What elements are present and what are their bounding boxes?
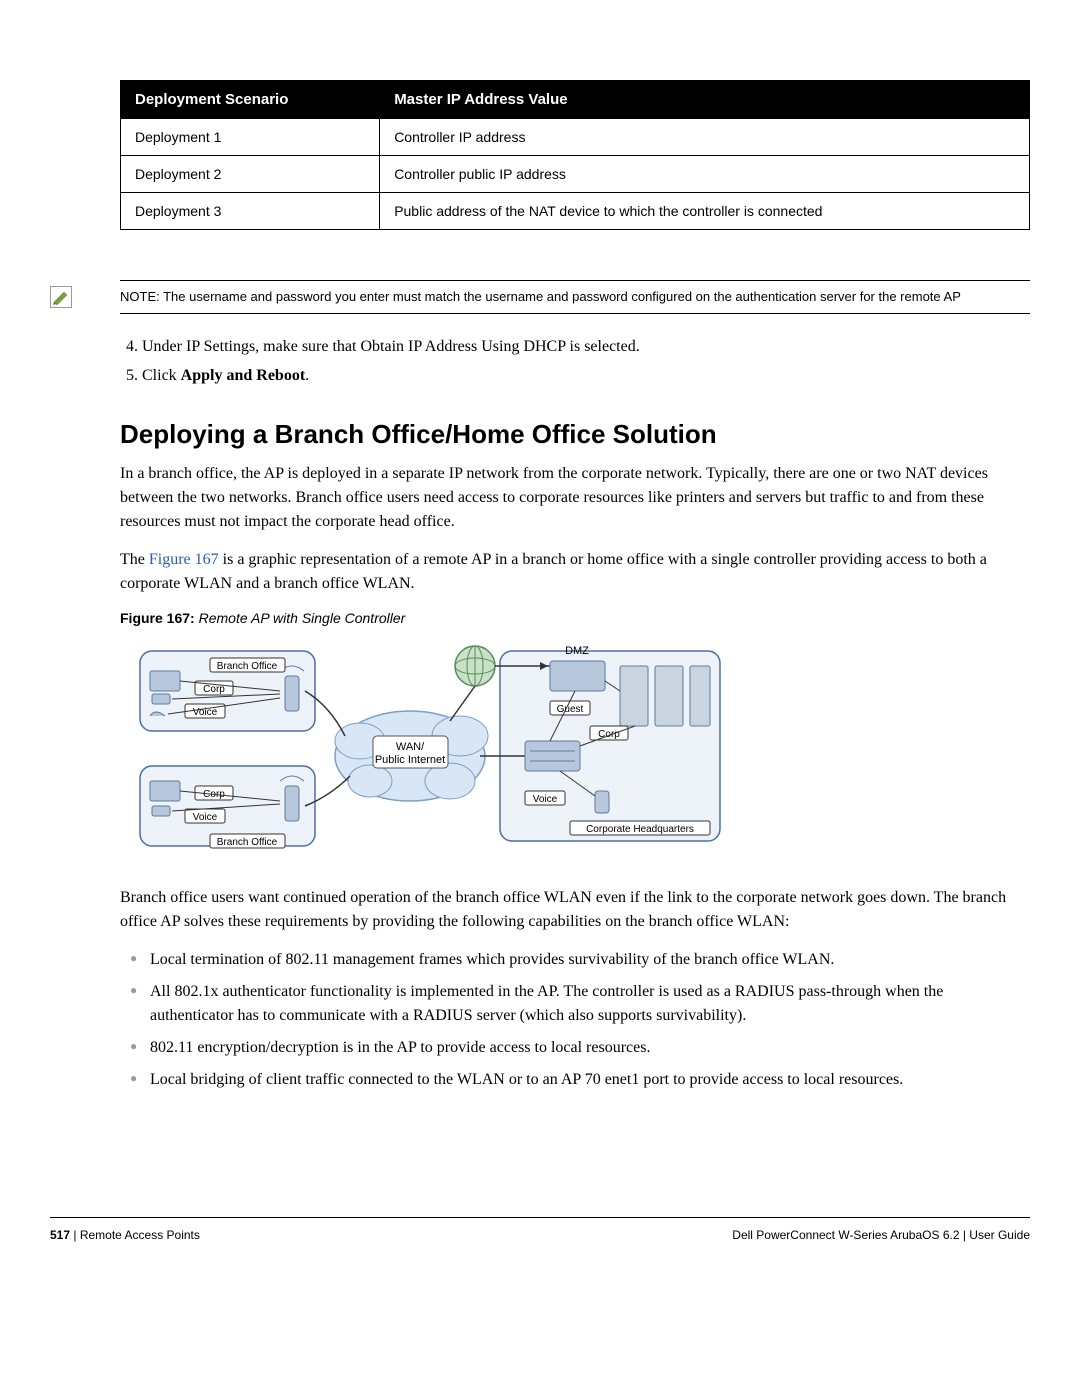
page-number: 517 bbox=[50, 1228, 70, 1242]
table-cell: Deployment 2 bbox=[121, 156, 380, 193]
table-row: Deployment 3 Public address of the NAT d… bbox=[121, 193, 1030, 230]
footer-left: 517 | Remote Access Points bbox=[50, 1228, 200, 1242]
figure-label: Figure 167: bbox=[120, 610, 195, 626]
table-cell: Deployment 1 bbox=[121, 119, 380, 156]
footer-doc: User Guide bbox=[969, 1228, 1030, 1242]
network-diagram: WAN/ Public Internet Branch Off bbox=[130, 636, 730, 866]
diagram-dmz-label: DMZ bbox=[565, 645, 589, 657]
figure-title: Remote AP with Single Controller bbox=[199, 610, 406, 626]
footer-section: Remote Access Points bbox=[80, 1228, 200, 1242]
step-bold: Apply and Reboot bbox=[181, 367, 305, 384]
diagram-wan-label: WAN/ bbox=[396, 741, 425, 753]
deployment-table: Deployment Scenario Master IP Address Va… bbox=[120, 80, 1030, 230]
diagram-internet-label: Public Internet bbox=[375, 754, 445, 766]
bullet-item: 802.11 encryption/decryption is in the A… bbox=[130, 1036, 1030, 1060]
footer-right: Dell PowerConnect W-Series ArubaOS 6.2 |… bbox=[732, 1228, 1030, 1242]
step-suffix: . bbox=[305, 367, 309, 384]
table-header-scenario: Deployment Scenario bbox=[121, 81, 380, 119]
bullet-item: All 802.1x authenticator functionality i… bbox=[130, 980, 1030, 1028]
paragraph: Branch office users want continued opera… bbox=[120, 886, 1030, 934]
paragraph: The Figure 167 is a graphic representati… bbox=[120, 548, 1030, 596]
table-header-value: Master IP Address Value bbox=[380, 81, 1030, 119]
note-text: NOTE: The username and password you ente… bbox=[120, 280, 1030, 314]
steps-list: Under IP Settings, make sure that Obtain… bbox=[120, 334, 1030, 389]
diagram-voice-label-3: Voice bbox=[533, 794, 558, 805]
table-cell: Public address of the NAT device to whic… bbox=[380, 193, 1030, 230]
para-prefix: The bbox=[120, 551, 149, 568]
paragraph: In a branch office, the AP is deployed i… bbox=[120, 462, 1030, 534]
diagram-guest-label: Guest bbox=[557, 704, 584, 715]
step-item: Click Apply and Reboot. bbox=[142, 363, 1030, 389]
figure-caption: Figure 167: Remote AP with Single Contro… bbox=[120, 610, 1030, 626]
step-item: Under IP Settings, make sure that Obtain… bbox=[142, 334, 1030, 360]
step-prefix: Click bbox=[142, 367, 181, 384]
page-footer: 517 | Remote Access Points Dell PowerCon… bbox=[50, 1217, 1030, 1242]
bullet-item: Local termination of 802.11 management f… bbox=[130, 948, 1030, 972]
bullet-item: Local bridging of client traffic connect… bbox=[130, 1068, 1030, 1092]
section-heading: Deploying a Branch Office/Home Office So… bbox=[120, 419, 1030, 450]
table-row: Deployment 1 Controller IP address bbox=[121, 119, 1030, 156]
diagram-branch-bottom-label: Branch Office bbox=[217, 837, 278, 848]
table-cell: Controller IP address bbox=[380, 119, 1030, 156]
note-block: NOTE: The username and password you ente… bbox=[50, 280, 1030, 314]
para-suffix: is a graphic representation of a remote … bbox=[120, 551, 987, 592]
table-row: Deployment 2 Controller public IP addres… bbox=[121, 156, 1030, 193]
note-icon bbox=[50, 286, 72, 308]
diagram-voice-label-2: Voice bbox=[193, 812, 218, 823]
diagram-branch-top-label: Branch Office bbox=[217, 661, 278, 672]
table-cell: Controller public IP address bbox=[380, 156, 1030, 193]
diagram-hq-label: Corporate Headquarters bbox=[586, 824, 694, 835]
figure-link[interactable]: Figure 167 bbox=[149, 551, 219, 568]
step-text: Under IP Settings, make sure that Obtain… bbox=[142, 338, 640, 355]
bullet-list: Local termination of 802.11 management f… bbox=[120, 948, 1030, 1092]
footer-product: Dell PowerConnect W-Series ArubaOS 6.2 bbox=[732, 1228, 959, 1242]
table-cell: Deployment 3 bbox=[121, 193, 380, 230]
